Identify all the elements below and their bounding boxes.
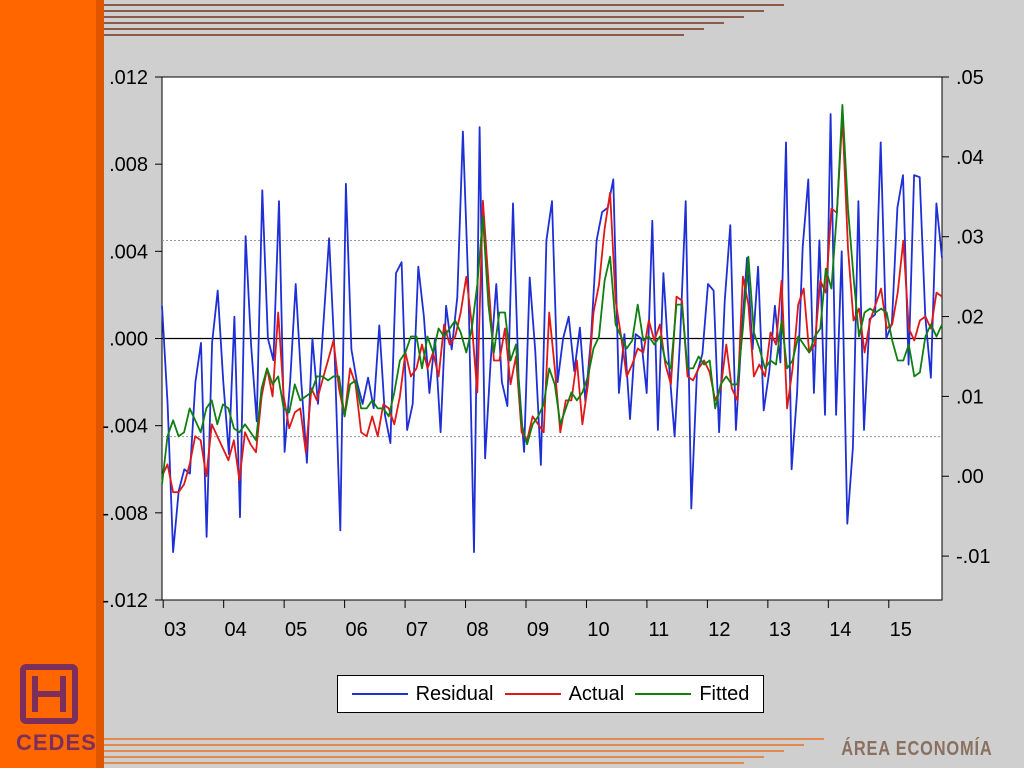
cedes-logo-glyph-icon <box>32 676 66 712</box>
x-tick-label: 10 <box>587 619 609 641</box>
x-tick-label: 03 <box>164 619 186 641</box>
x-tick-label: 12 <box>708 619 730 641</box>
legend: Residual Actual Fitted <box>337 675 764 713</box>
x-tick-label: 13 <box>769 619 791 641</box>
left-tick-label: .004 <box>109 241 148 263</box>
x-tick-label: 11 <box>649 619 670 641</box>
x-tick-label: 08 <box>466 619 488 641</box>
left-tick-label: -.004 <box>102 416 148 438</box>
right-tick-label: .01 <box>956 386 984 408</box>
x-tick-label: 09 <box>527 619 549 641</box>
right-tick-label: .05 <box>956 67 984 89</box>
right-tick-label: .00 <box>956 466 984 488</box>
left-tick-label: -.008 <box>102 503 148 525</box>
bottom-stripes <box>104 738 824 764</box>
legend-swatch-residual <box>351 693 408 695</box>
series <box>161 104 943 553</box>
legend-item-residual: Residual <box>351 682 494 706</box>
right-tick-label: .02 <box>956 307 984 329</box>
left-tick-label: -.012 <box>102 590 148 612</box>
right-tick-label: -.01 <box>956 546 990 568</box>
x-tick-label: 14 <box>829 619 851 641</box>
right-tick-label: .03 <box>956 227 984 249</box>
series-line-residual <box>161 113 943 553</box>
x-tick-label: 06 <box>345 619 367 641</box>
legend-item-actual: Actual <box>504 682 625 706</box>
series-line-actual <box>161 116 943 494</box>
right-tick-label: .04 <box>956 147 984 169</box>
x-tick-label: 15 <box>890 619 912 641</box>
left-tick-label: .008 <box>109 154 148 176</box>
cedes-logo-text: CEDES <box>16 730 97 755</box>
legend-label-actual: Actual <box>568 682 625 705</box>
legend-swatch-actual <box>504 693 561 695</box>
legend-item-fitted: Fitted <box>635 683 749 706</box>
sidebar-stripe <box>0 0 96 768</box>
x-tick-label: 04 <box>225 619 247 641</box>
area-label: ÁREA ECONOMÍA <box>840 738 992 760</box>
cedes-logo-mark <box>20 664 78 724</box>
x-tick-label: 05 <box>285 619 307 641</box>
left-tick-label: .000 <box>109 329 148 351</box>
left-tick-label: .012 <box>109 67 148 89</box>
cedes-logo: CEDES <box>16 664 97 760</box>
legend-swatch-fitted <box>635 693 692 695</box>
sidebar-edge <box>96 0 104 768</box>
top-stripes <box>104 4 784 36</box>
legend-label-residual: Residual <box>415 682 494 705</box>
series-line-fitted <box>161 104 943 485</box>
x-tick-label: 07 <box>406 619 428 641</box>
legend-label-fitted: Fitted <box>699 682 750 705</box>
